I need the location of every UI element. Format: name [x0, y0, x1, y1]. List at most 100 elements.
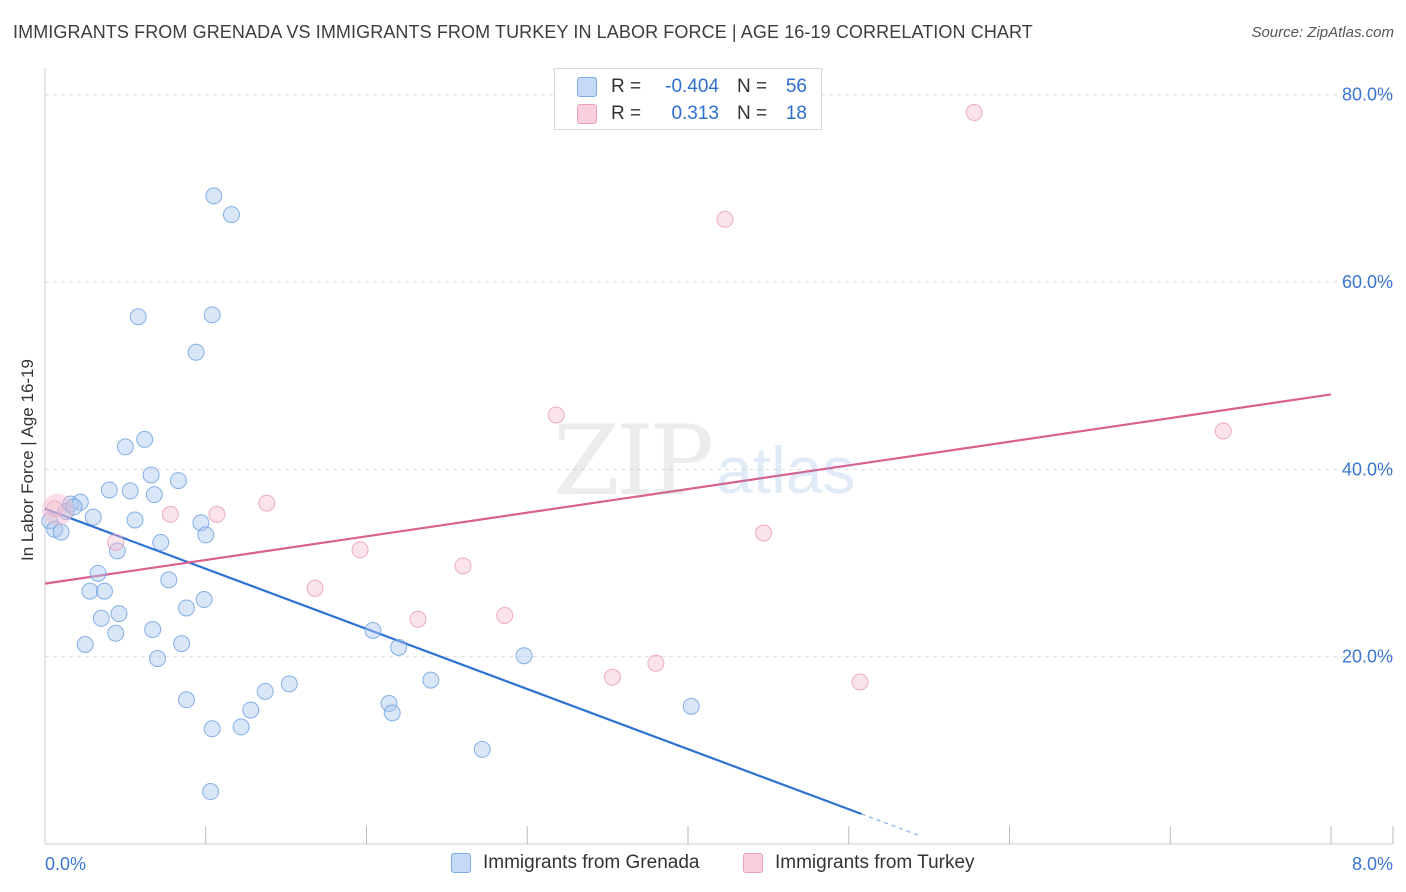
tick-labels: 20.0% 40.0% 60.0% 80.0% 0.0% 8.0% — [45, 85, 1393, 874]
stats-box: R = -0.404 N = 56 R = 0.313 N = 18 — [554, 68, 822, 130]
point-grenada — [232, 718, 250, 736]
point-grenada — [390, 638, 408, 656]
point-grenada — [202, 783, 220, 801]
trendline-grenada — [44, 507, 862, 816]
stats-n-label: N = — [737, 103, 768, 124]
point-turkey — [258, 494, 276, 512]
point-grenada — [52, 523, 70, 541]
point-turkey — [496, 606, 514, 624]
point-turkey — [161, 505, 179, 523]
point-grenada — [187, 343, 205, 361]
axes — [44, 68, 1394, 845]
point-grenada — [89, 564, 107, 582]
point-grenada — [380, 695, 398, 713]
point-turkey — [208, 505, 226, 523]
point-grenada — [383, 704, 401, 722]
point-grenada — [160, 571, 178, 589]
point-grenada — [205, 187, 223, 205]
watermark-atlas: atlas — [716, 433, 856, 507]
y-tick-label: 20.0% — [1342, 647, 1393, 667]
point-grenada — [256, 682, 274, 700]
point-turkey-cluster — [41, 493, 74, 526]
point-grenada — [422, 671, 440, 689]
x-tick-label: 8.0% — [1352, 854, 1393, 874]
point-turkey — [46, 500, 64, 518]
point-turkey — [647, 654, 665, 672]
stats-r-label: R = — [611, 76, 642, 97]
point-turkey — [306, 579, 324, 597]
point-turkey — [454, 557, 472, 575]
point-grenada — [145, 486, 163, 504]
point-grenada — [280, 675, 298, 693]
stats-n-value: 56 — [785, 76, 807, 97]
point-grenada — [129, 308, 147, 326]
point-grenada — [515, 647, 533, 665]
point-grenada — [121, 482, 139, 500]
gridlines — [45, 94, 1393, 658]
legend-label-turkey: Immigrants from Turkey — [775, 852, 975, 873]
point-grenada — [169, 472, 187, 490]
point-grenada — [197, 526, 215, 544]
point-grenada — [195, 591, 213, 609]
point-grenada — [95, 582, 113, 600]
trendline-grenada-extension — [861, 813, 922, 837]
point-grenada — [126, 511, 144, 529]
point-grenada — [222, 206, 240, 224]
point-grenada — [76, 636, 94, 654]
point-grenada — [152, 533, 170, 551]
point-turkey — [409, 610, 427, 628]
point-grenada — [177, 691, 195, 709]
point-grenada — [84, 508, 102, 526]
point-turkey — [107, 533, 125, 551]
legend-label-grenada: Immigrants from Grenada — [483, 852, 700, 873]
stats-row-grenada: R = -0.404 N = 56 — [577, 74, 807, 100]
y-axis-label: In Labor Force | Age 16-19 — [18, 359, 37, 561]
point-grenada — [92, 609, 110, 627]
legend-item-grenada[interactable]: Immigrants from Grenada — [451, 852, 699, 874]
y-tick-label: 80.0% — [1342, 85, 1393, 105]
watermark-zip: ZIP — [553, 405, 714, 517]
point-turkey — [603, 668, 621, 686]
point-grenada — [100, 481, 118, 499]
chart-title: IMMIGRANTS FROM GRENADA VS IMMIGRANTS FR… — [13, 22, 1033, 42]
point-turkey — [1214, 422, 1232, 440]
point-grenada — [107, 624, 125, 642]
point-grenada — [116, 438, 134, 456]
point-turkey — [851, 673, 869, 691]
legend-item-turkey[interactable]: Immigrants from Turkey — [743, 852, 975, 874]
stats-r-label: R = — [611, 103, 642, 124]
point-grenada — [108, 542, 126, 560]
point-grenada — [110, 605, 128, 623]
legend-swatch-turkey — [743, 853, 763, 873]
y-tick-label: 60.0% — [1342, 272, 1393, 292]
stats-n-label: N = — [737, 76, 768, 97]
point-grenada — [242, 701, 260, 719]
stats-swatch-turkey — [577, 104, 597, 124]
point-grenada — [144, 621, 162, 639]
trend-lines — [44, 393, 1332, 837]
point-turkey — [965, 104, 983, 122]
point-grenada — [136, 430, 154, 448]
point-grenada — [682, 697, 700, 715]
stats-r-value: -0.404 — [665, 76, 719, 97]
point-grenada — [177, 599, 195, 617]
stats-n-value: 18 — [785, 103, 807, 124]
trendline-turkey — [44, 393, 1332, 585]
point-turkey — [547, 406, 565, 424]
point-grenada — [81, 582, 99, 600]
chart-legend: Immigrants from Grenada Immigrants from … — [0, 852, 1406, 878]
point-grenada — [203, 306, 221, 324]
source-credit: Source: ZipAtlas.com — [1251, 24, 1394, 41]
point-grenada — [65, 498, 83, 516]
point-turkey — [716, 210, 734, 228]
point-turkey — [351, 541, 369, 559]
point-turkey — [755, 524, 773, 542]
y-tick-label: 40.0% — [1342, 459, 1393, 479]
point-grenada — [473, 740, 491, 758]
x-tick-label: 0.0% — [45, 854, 86, 874]
data-points — [41, 104, 1232, 801]
legend-swatch-grenada — [451, 853, 471, 873]
point-grenada — [173, 635, 191, 653]
point-grenada — [364, 621, 382, 639]
